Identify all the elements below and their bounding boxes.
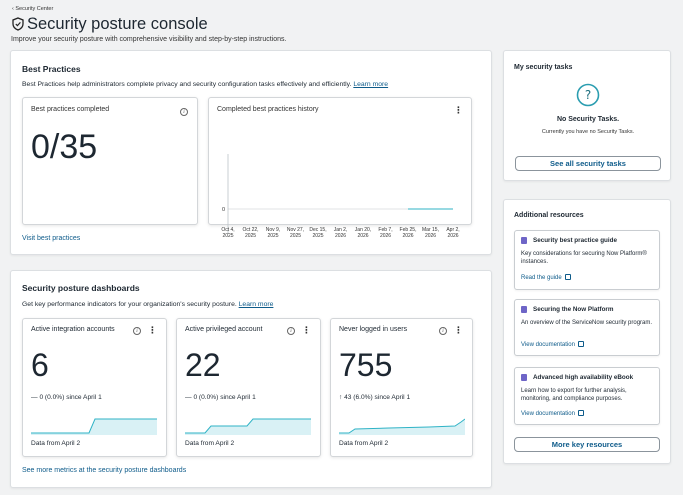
kpi-trend: ↑ 43 (6.0%) since April 1 — [339, 394, 411, 401]
history-card-title: Completed best practices history — [217, 106, 319, 113]
kpi-value: 6 — [31, 347, 49, 383]
best-practices-title: Best Practices — [22, 64, 81, 74]
x-tick-label: Oct 4, 2025 — [221, 227, 234, 239]
x-tick-label: Feb 25, 2026 — [400, 227, 417, 239]
sparkline — [185, 418, 311, 435]
kpi-value: 755 — [339, 347, 393, 383]
kpi-card: Active privileged account i ⋮ 22 — 0 (0.… — [176, 318, 321, 457]
document-icon — [521, 306, 527, 313]
resource-item: Advanced high availability eBook Learn h… — [514, 367, 660, 425]
chevron-left-icon: ‹ — [12, 6, 16, 12]
visit-best-practices-link[interactable]: Visit best practices — [22, 235, 81, 242]
document-icon — [521, 374, 527, 381]
kpi-card: Never logged in users i ⋮ 755 ↑ 43 (6.0%… — [330, 318, 473, 457]
completed-card: Best practices completed i 0/35 — [22, 97, 198, 225]
x-tick-label: Apr 2, 2026 — [446, 227, 459, 239]
breadcrumb[interactable]: ‹ Security Center — [12, 6, 54, 12]
resource-item: Security best practice guide Key conside… — [514, 230, 660, 290]
more-options-icon[interactable]: ⋮ — [148, 325, 157, 335]
kpi-footer: Data from April 2 — [31, 440, 81, 447]
resource-link[interactable]: View documentation — [521, 410, 584, 417]
x-tick-label: Mar 15, 2026 — [422, 227, 439, 239]
kpi-footer: Data from April 2 — [339, 440, 389, 447]
external-link-icon — [577, 410, 584, 416]
security-tasks-title: My security tasks — [514, 64, 573, 71]
best-practices-description: Best Practices help administrators compl… — [22, 81, 389, 88]
resource-link[interactable]: View documentation — [521, 341, 584, 348]
dash-icon: — — [185, 394, 194, 401]
dashboards-card: Security posture dashboards Get key perf… — [10, 270, 492, 488]
kpi-trend: — 0 (0.0%) since April 1 — [185, 394, 256, 401]
dashboards-title: Security posture dashboards — [22, 283, 140, 293]
more-key-resources-button[interactable]: More key resources — [514, 437, 660, 452]
kpi-trend: — 0 (0.0%) since April 1 — [31, 394, 102, 401]
x-tick-label: Nov 27, 2025 — [287, 227, 304, 239]
resource-description: Key considerations for securing Now Plat… — [521, 251, 647, 265]
completed-card-title: Best practices completed — [31, 106, 110, 113]
info-icon[interactable]: i — [439, 327, 447, 335]
best-practices-card: Best Practices Best Practices help admin… — [10, 50, 492, 255]
kpi-card: Active integration accounts i ⋮ 6 — 0 (0… — [22, 318, 167, 457]
svg-text:?: ? — [585, 88, 591, 102]
more-options-icon[interactable]: ⋮ — [302, 325, 311, 335]
more-options-icon[interactable]: ⋮ — [454, 325, 463, 335]
empty-state-title: No Security Tasks. — [556, 116, 620, 123]
page-title: Security posture console — [27, 15, 208, 33]
empty-state-text: Currently you have no Security Tasks. — [541, 129, 635, 135]
x-tick-label: Dec 15, 2025 — [309, 227, 326, 239]
dashboards-description: Get key performance indicators for your … — [22, 301, 274, 308]
kpi-footer: Data from April 2 — [185, 440, 235, 447]
security-tasks-card: My security tasks ? No Security Tasks. C… — [503, 50, 671, 181]
see-all-security-tasks-button[interactable]: See all security tasks — [515, 156, 661, 171]
resource-title: Security best practice guide — [533, 237, 617, 244]
info-icon[interactable]: i — [133, 327, 141, 335]
document-icon — [521, 237, 527, 244]
x-tick-label: Feb 7, 2026 — [378, 227, 392, 239]
kpi-title: Active privileged account — [185, 326, 263, 333]
sparkline — [31, 418, 157, 435]
kpi-title: Never logged in users — [339, 326, 408, 333]
resource-description: An overview of the ServiceNow security p… — [521, 320, 653, 326]
info-icon[interactable]: i — [287, 327, 295, 335]
resource-link[interactable]: Read the guide — [521, 274, 571, 281]
external-link-icon — [577, 341, 584, 347]
kpi-title: Active integration accounts — [31, 326, 115, 333]
resource-description: Learn how to export for further analysis… — [521, 388, 627, 402]
see-more-metrics-link[interactable]: See more metrics at the security posture… — [22, 467, 187, 474]
kpi-value: 22 — [185, 347, 221, 383]
help-icon: ? — [576, 83, 600, 107]
more-options-icon[interactable]: ⋮ — [454, 105, 463, 115]
page-subtitle: Improve your security posture with compr… — [11, 36, 287, 43]
resource-title: Securing the Now Platform — [533, 306, 614, 313]
additional-resources-title: Additional resources — [514, 212, 584, 219]
x-tick-label: Nov 9, 2025 — [266, 227, 280, 239]
sparkline — [339, 418, 465, 435]
info-icon[interactable]: i — [180, 108, 188, 116]
shield-icon — [12, 17, 24, 31]
dash-icon: — — [31, 394, 40, 401]
best-practices-learn-more-link[interactable]: Learn more — [353, 81, 389, 88]
history-chart: 0 Oct 4, 2025 Oct 22, 2025 Nov 9, 2025 Nov 27,… — [221, 154, 460, 239]
completed-value: 0/35 — [31, 128, 98, 166]
dashboards-learn-more-link[interactable]: Learn more — [238, 301, 274, 308]
external-link-icon — [564, 274, 571, 280]
up-arrow-icon: ↑ — [339, 394, 345, 401]
x-tick-label: Jan 2, 2026 — [334, 227, 348, 239]
resource-title: Advanced high availability eBook — [533, 374, 634, 381]
x-tick-label: Jan 20, 2026 — [355, 227, 371, 239]
resource-item: Securing the Now Platform An overview of… — [514, 299, 660, 356]
x-tick-label: Oct 22, 2025 — [242, 227, 258, 239]
y-tick-label: 0 — [222, 207, 225, 213]
history-card: Completed best practices history ⋮ 0 Oct… — [208, 97, 472, 239]
